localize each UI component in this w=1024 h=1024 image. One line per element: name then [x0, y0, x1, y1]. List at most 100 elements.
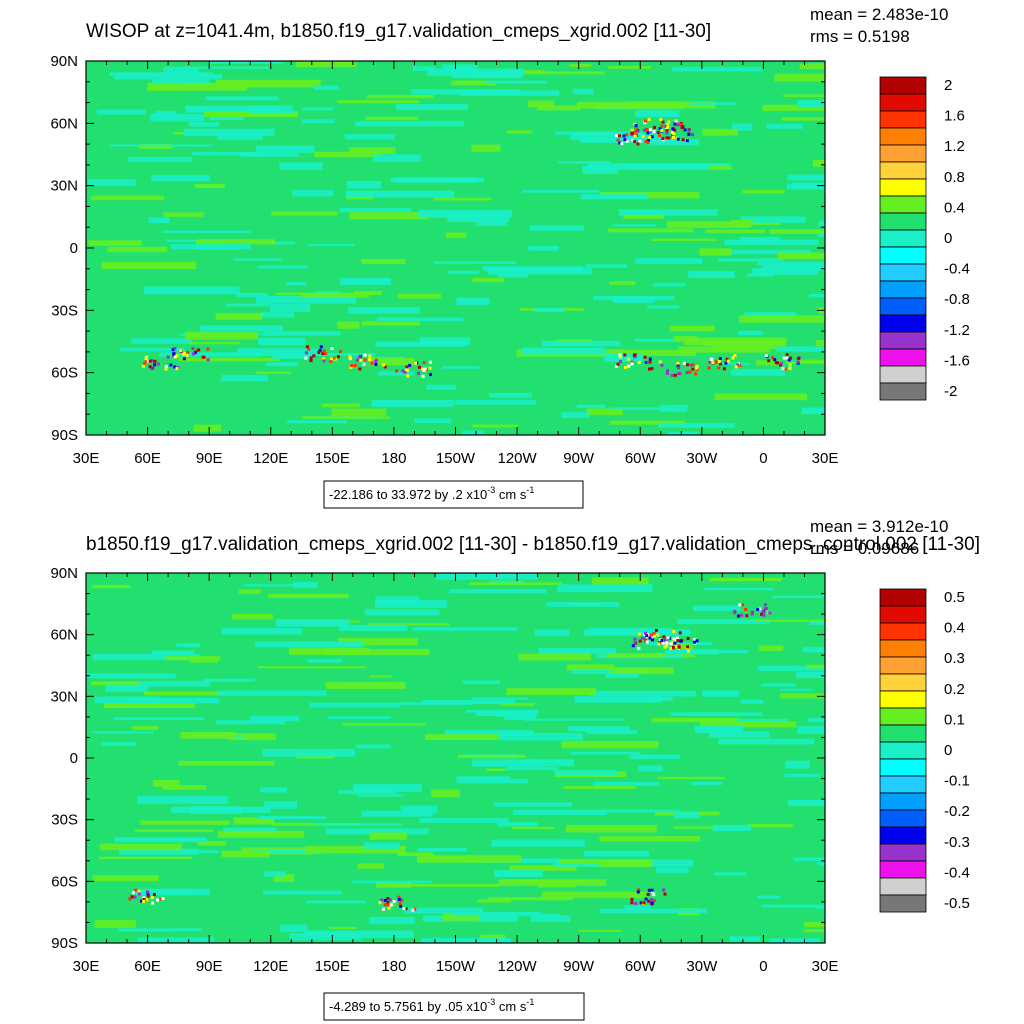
colorbar-label: 0.4: [944, 199, 965, 216]
x-tick-label: 90W: [563, 958, 595, 975]
colorbar-swatch: [879, 758, 927, 777]
colorbar-swatch: [879, 826, 927, 845]
colorbar-swatch: [879, 894, 927, 913]
x-tick-label: 90E: [196, 958, 223, 975]
x-tick-label: 180: [381, 450, 406, 467]
colorbar-swatch: [879, 297, 927, 316]
y-tick-label: 60S: [51, 365, 78, 382]
colorbar-label: 1.2: [944, 138, 965, 155]
colorbar-label: -0.5: [944, 895, 970, 912]
colorbar-swatch: [879, 741, 927, 760]
x-tick-label: 60W: [625, 958, 657, 975]
colorbar-swatch: [879, 656, 927, 675]
x-tick-label: 0: [759, 958, 767, 975]
colorbar-swatch: [879, 673, 927, 692]
panel-2-range-label: -4.289 to 5.7561 by .05 x10-3 cm s-1: [329, 997, 534, 1014]
panel-2-map: [85, 572, 826, 944]
y-tick-label: 60S: [51, 873, 78, 890]
colorbar-label: 1.6: [944, 108, 965, 125]
colorbar-label: -1.2: [944, 322, 970, 339]
x-tick-label: 90E: [196, 450, 223, 467]
colorbar-swatch: [879, 161, 927, 180]
colorbar-swatch: [879, 707, 927, 726]
colorbar-swatch: [879, 110, 927, 129]
panel-1-range-label: -22.186 to 33.972 by .2 x10-3 cm s-1: [329, 485, 534, 502]
x-tick-label: 120E: [253, 450, 288, 467]
colorbar-swatch: [879, 280, 927, 299]
colorbar-label: 0.1: [944, 711, 965, 728]
y-tick-label: 30N: [50, 178, 78, 195]
panel-1-title: WISOP at z=1041.4m, b1850.f19_g17.valida…: [86, 21, 711, 42]
panel-1-x-ticks: 30E 60E 90E 120E 150E 180 150W 120W 90W 60W 30W 0 30…: [73, 61, 839, 467]
colorbar-swatch: [879, 690, 927, 709]
colorbar-label: -0.1: [944, 773, 970, 790]
panel-1-map: [85, 60, 826, 436]
colorbar-swatch: [879, 331, 927, 350]
colorbar-swatch: [879, 860, 927, 879]
x-tick-label: 180: [381, 958, 406, 975]
x-tick-label: 150E: [315, 958, 350, 975]
panel-1-range-box: [323, 480, 584, 509]
colorbar-swatch: [879, 314, 927, 333]
panel-2: mean = 3.912e-10 rms = 0.09686 b1850.f19…: [50, 517, 980, 1021]
colorbar-swatch: [879, 382, 927, 401]
x-tick-label: 120W: [497, 450, 537, 467]
colorbar-swatch: [879, 877, 927, 896]
field-texture: [87, 61, 825, 435]
colorbar-swatch: [879, 724, 927, 743]
colorbar-swatch: [879, 365, 927, 384]
y-tick-label: 0: [70, 240, 78, 257]
colorbar-swatch: [879, 93, 927, 112]
colorbar-swatch: [879, 588, 927, 607]
ocean-field: [86, 573, 825, 943]
y-tick-label: 60N: [50, 627, 78, 644]
colorbar-label: 0.8: [944, 169, 965, 186]
colorbar-swatch: [879, 229, 927, 248]
x-tick-label: 30E: [73, 450, 100, 467]
colorbar-swatch: [879, 212, 927, 231]
y-tick-label: 60N: [50, 115, 78, 132]
x-tick-label: 150E: [315, 450, 350, 467]
colorbar-label: 0: [944, 742, 952, 759]
colorbar-swatch: [879, 178, 927, 197]
colorbar-label: -0.4: [944, 864, 970, 881]
colorbar-swatch: [879, 348, 927, 367]
colorbar-swatch: [879, 76, 927, 95]
panel-2-y-ticks: 90N 60N 30N 0 30S 60S 90S: [50, 565, 825, 952]
x-tick-label: 90W: [563, 450, 595, 467]
colorbar-swatch: [879, 809, 927, 828]
x-tick-label: 150W: [436, 958, 476, 975]
colorbar-label: -0.8: [944, 291, 970, 308]
panel-1-y-ticks: 90N 60N 30N 0 30S 60S 90S: [50, 53, 825, 444]
panel-1-rms: rms = 0.5198: [810, 27, 910, 46]
colorbar-label: -0.4: [944, 261, 970, 278]
colorbar-label: 0: [944, 230, 952, 247]
x-tick-label: 60W: [625, 450, 657, 467]
colorbar-label: 0.5: [944, 589, 965, 606]
x-tick-label: 30W: [686, 958, 718, 975]
panel-1-colorbar: 2 1.6 1.2 0.8 0.4 0 -0.4 -0.8 -1.2 -1.6 -2: [879, 76, 970, 401]
colorbar-swatch: [879, 605, 927, 624]
y-tick-label: 30S: [51, 302, 78, 319]
colorbar-swatch: [879, 263, 927, 282]
colorbar-label: -0.2: [944, 803, 970, 820]
colorbar-swatch: [879, 622, 927, 641]
x-tick-label: 120E: [253, 958, 288, 975]
x-tick-label: 150W: [436, 450, 476, 467]
x-tick-label: 120W: [497, 958, 537, 975]
field-texture: [86, 573, 825, 943]
y-tick-label: 30N: [50, 688, 78, 705]
colorbar-swatch: [879, 246, 927, 265]
panel-1: WISOP at z=1041.4m, b1850.f19_g17.valida…: [50, 5, 970, 509]
panel-2-x-ticks: 30E 60E 90E 120E 150E 180 150W 120W 90W 60W 30W 0 30…: [73, 573, 838, 975]
colorbar-label: -0.3: [944, 834, 970, 851]
colorbar-swatch: [879, 775, 927, 794]
panel-2-rms: rms = 0.09686: [810, 539, 919, 558]
x-tick-label: 30E: [812, 450, 839, 467]
panel-2-range-box: [323, 992, 585, 1021]
colorbar-swatch: [879, 792, 927, 811]
x-tick-label: 60E: [134, 450, 161, 467]
colorbar-swatch: [879, 843, 927, 862]
x-tick-label: 30W: [686, 450, 718, 467]
x-tick-label: 60E: [134, 958, 161, 975]
